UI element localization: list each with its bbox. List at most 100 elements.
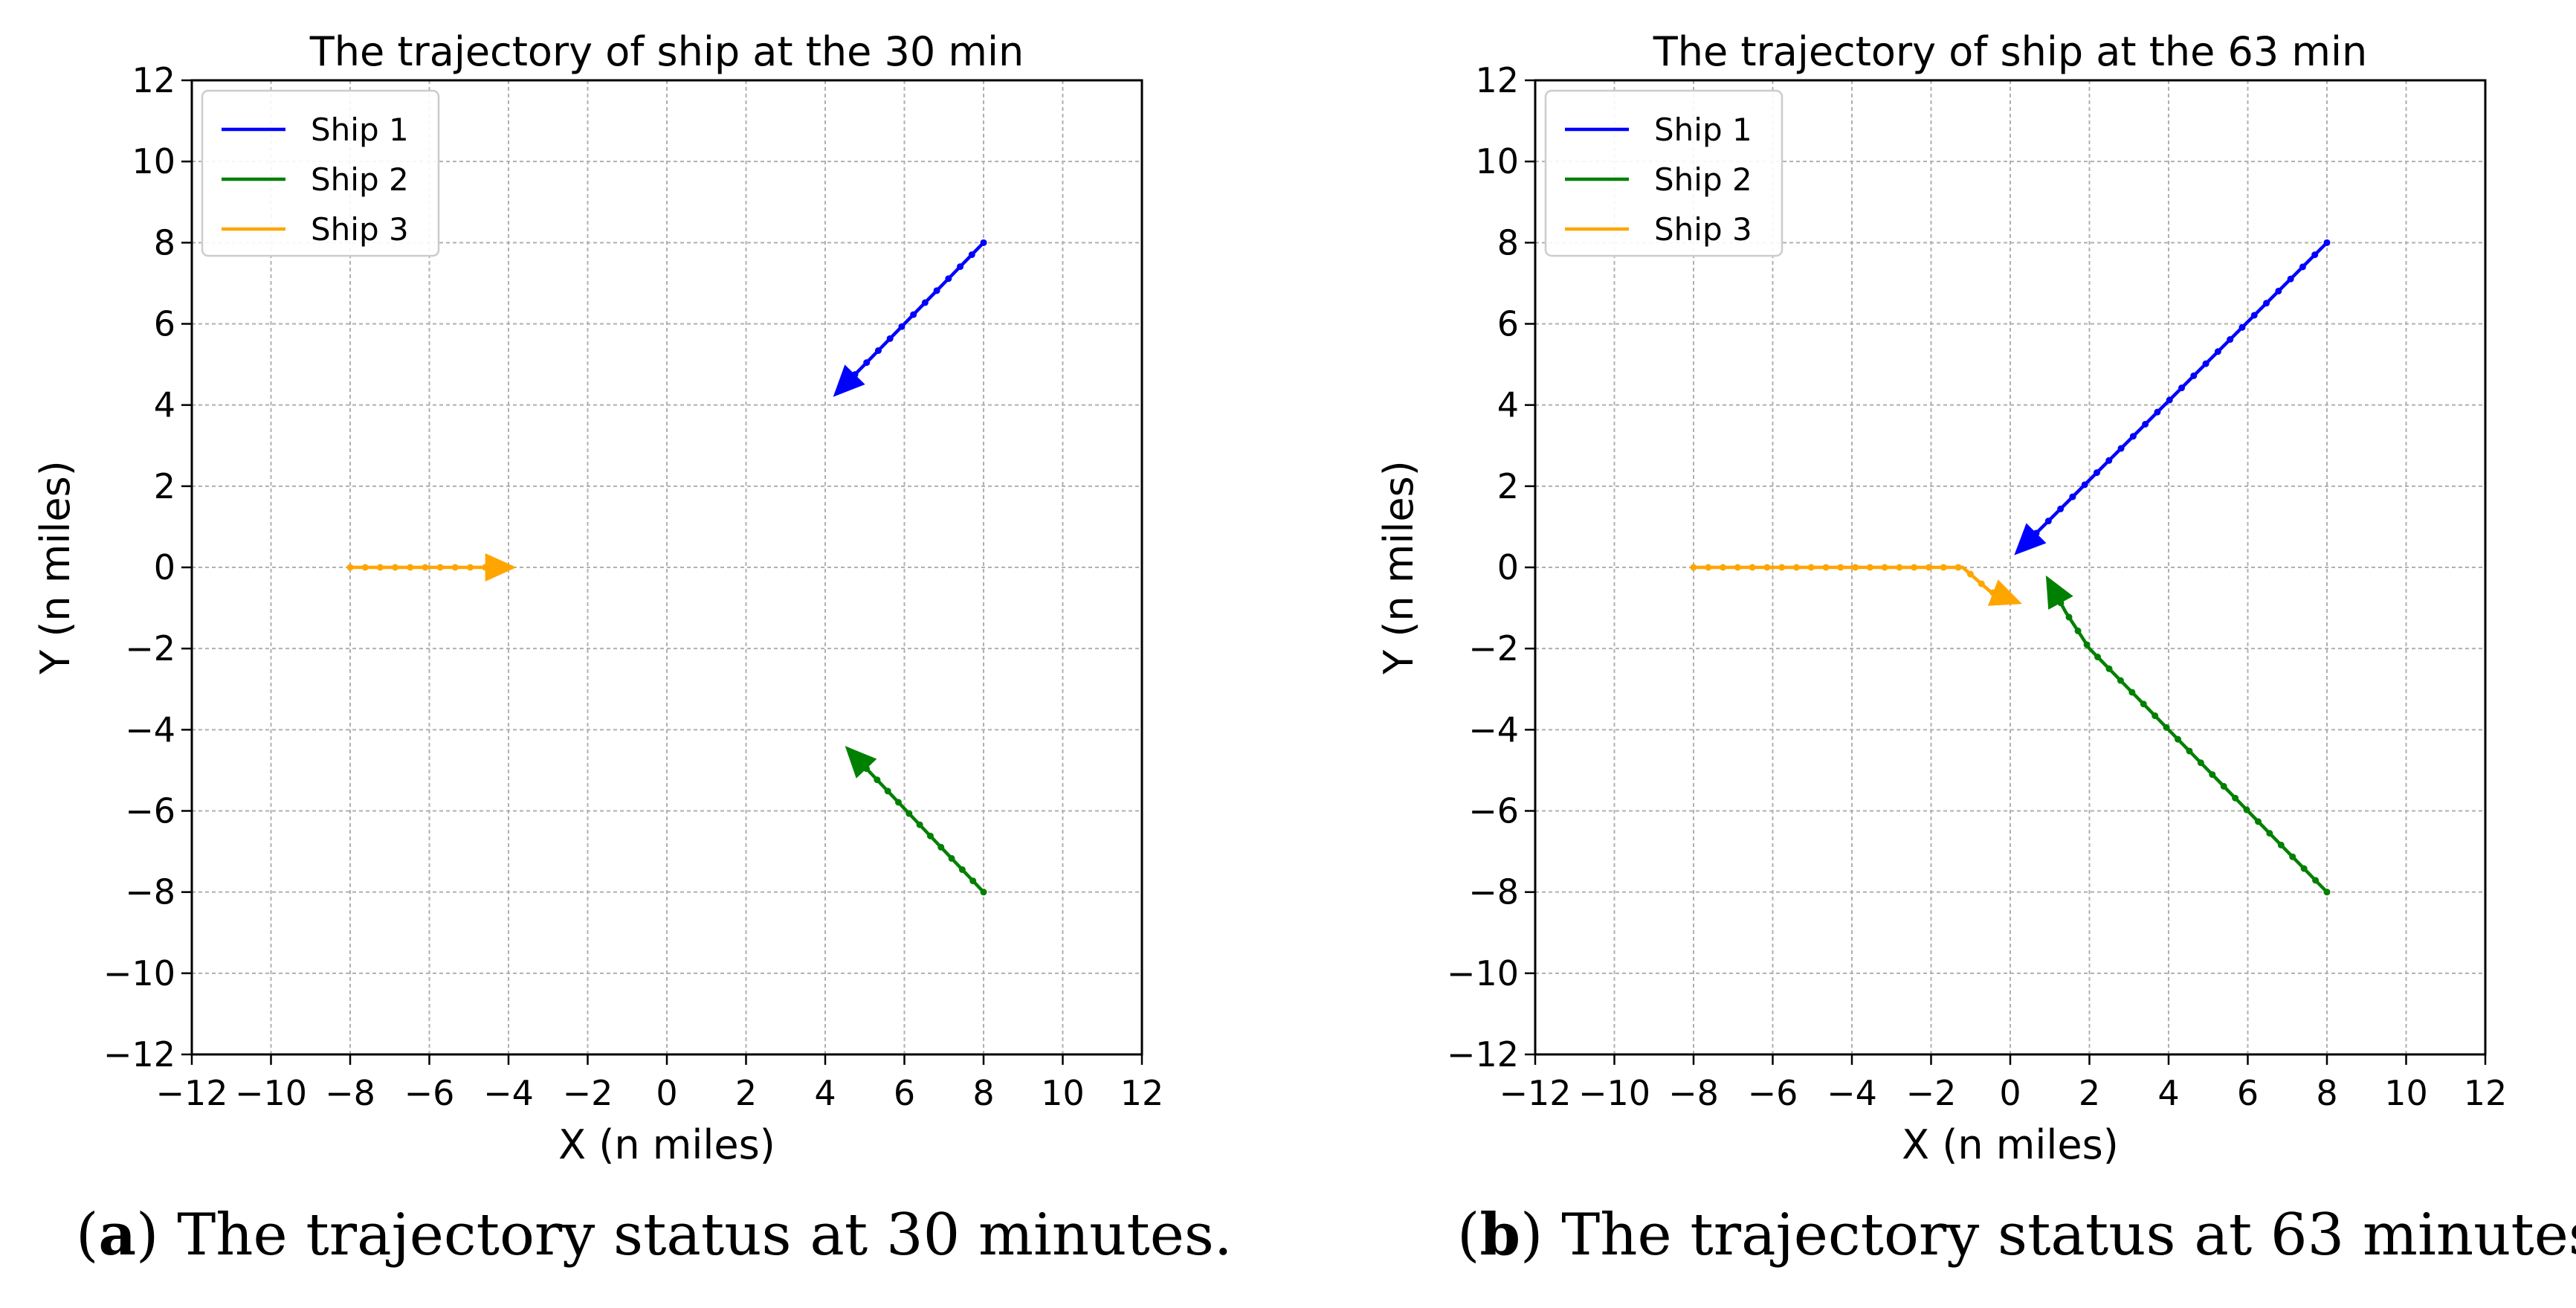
y-tick-label: 0	[1497, 547, 1519, 587]
chart-panel-a: −12 −10 −8 −6 −4 −2 0 2 4 6 8 10 12121086420−2−4−6−8…	[32, 28, 1163, 1168]
trajectory-marker	[1822, 564, 1830, 571]
trajectory-marker	[2154, 408, 2161, 416]
arrow-head	[1987, 579, 2022, 606]
series-1	[833, 239, 987, 397]
chart-panel-b: −12 −10 −8 −6 −4 −2 0 2 4 6 8 10 12121086420−2−4−6−8…	[1375, 28, 2507, 1168]
arrow-head	[833, 364, 865, 397]
y-tick-label: 0	[154, 547, 175, 587]
trajectory-marker	[2186, 747, 2193, 755]
y-tick-label: −8	[1468, 872, 1519, 912]
legend-box	[1544, 89, 1783, 257]
trajectory-marker	[1954, 564, 1962, 571]
trajectory-marker	[898, 323, 906, 330]
trajectory-marker	[2266, 830, 2273, 837]
trajectory-marker	[1940, 564, 1947, 571]
trajectory-marker	[906, 810, 913, 817]
x-tick-label: 2	[735, 1073, 757, 1113]
x-tick-label: −12	[155, 1073, 227, 1113]
trajectory-marker	[2277, 841, 2285, 848]
x-tick-label: −10	[235, 1073, 307, 1113]
panel-letter-a: a	[98, 1201, 136, 1269]
trajectory-marker	[957, 263, 964, 271]
axes-frame	[190, 79, 1143, 1056]
trajectory-marker	[2275, 287, 2282, 294]
legend-label-ship-2: Ship 2	[311, 161, 409, 198]
trajectory-marker	[466, 564, 474, 571]
trajectory-marker	[916, 821, 923, 828]
trajectory-marker	[921, 299, 929, 306]
x-tick-label: −2	[1906, 1073, 1957, 1113]
trajectory-marker	[1690, 564, 1697, 571]
x-tick-label: −4	[483, 1073, 534, 1113]
legend-box	[201, 89, 440, 257]
x-tick-label: 0	[1999, 1073, 2021, 1113]
legend-label-ship-3: Ship 3	[1654, 211, 1752, 248]
x-tick-label: 6	[894, 1073, 915, 1113]
y-axis-label: Y (n miles)	[1375, 460, 1422, 675]
trajectory-marker	[2311, 251, 2319, 259]
trajectory-marker	[958, 866, 966, 873]
x-tick-label: 4	[2157, 1073, 2179, 1113]
chart-title: The trajectory of ship at the 30 min	[309, 28, 1024, 75]
trajectory-marker	[2140, 700, 2147, 708]
trajectory-marker	[969, 877, 977, 885]
x-tick-label: −10	[1578, 1073, 1650, 1113]
trajectory-marker	[2151, 712, 2159, 720]
trajectory-marker	[2105, 457, 2113, 464]
trajectory-marker	[937, 843, 945, 851]
trajectory-marker	[1966, 570, 1974, 578]
trajectory-marker	[2166, 396, 2173, 404]
trajectory-marker	[2299, 263, 2306, 271]
trajectory-marker	[361, 564, 369, 571]
trajectory-marker	[2323, 889, 2331, 896]
x-tick-label: 8	[2316, 1073, 2337, 1113]
legend-label-ship-2: Ship 2	[1654, 161, 1752, 198]
x-tick-label: 6	[2237, 1073, 2259, 1113]
trajectory-marker	[1925, 564, 1932, 571]
trajectory-marker	[2312, 877, 2320, 884]
x-tick-label: 10	[1041, 1073, 1085, 1113]
trajectory-marker	[1881, 564, 1888, 571]
trajectory-marker	[980, 239, 987, 246]
trajectory-marker	[2074, 627, 2082, 634]
trajectory-marker	[874, 776, 881, 784]
caption-text-b: The trajectory status at 63 minutes.	[1561, 1202, 2576, 1269]
trajectory-marker	[2069, 493, 2076, 500]
trajectory-marker	[1792, 564, 1800, 571]
trajectory-marker	[2232, 794, 2239, 802]
trajectory-marker	[1896, 564, 1903, 571]
y-tick-label: 10	[1475, 141, 1519, 181]
trajectory-marker	[2287, 275, 2294, 283]
y-tick-label: 12	[1475, 60, 1519, 100]
trajectory-marker	[863, 359, 871, 367]
y-tick-label: 4	[1497, 385, 1519, 425]
trajectory-marker	[2094, 654, 2102, 661]
x-tick-label: −4	[1827, 1073, 1877, 1113]
trajectory-marker	[2263, 300, 2270, 307]
trajectory-marker	[2197, 759, 2204, 767]
trajectory-marker	[1852, 564, 1859, 571]
trajectory-marker	[886, 335, 894, 342]
y-tick-label: 12	[132, 60, 175, 100]
axes-frame	[1534, 79, 2487, 1056]
trajectory-marker	[422, 564, 429, 571]
trajectory-marker	[948, 854, 955, 862]
trajectory-marker	[2209, 771, 2216, 779]
y-tick-label: 2	[154, 466, 175, 506]
y-tick-label: 6	[154, 304, 175, 344]
y-tick-label: −10	[103, 953, 175, 993]
trajectory-marker	[2227, 336, 2234, 344]
trajectory-marker	[2250, 312, 2258, 319]
trajectory-marker	[407, 564, 414, 571]
trajectory-marker	[2117, 677, 2124, 684]
panel-caption-b: (b) The trajectory status at 63 minutes.	[1457, 1201, 2576, 1269]
x-tick-label: −6	[1748, 1073, 1798, 1113]
y-tick-label: 10	[132, 141, 175, 181]
trajectory-marker	[933, 287, 940, 294]
trajectory-marker	[926, 832, 934, 840]
x-tick-label: −2	[563, 1073, 613, 1113]
trajectory-marker	[1866, 564, 1873, 571]
trajectory-marker	[2238, 323, 2246, 331]
legend: Ship 1 Ship 2 Ship 3	[201, 89, 440, 257]
